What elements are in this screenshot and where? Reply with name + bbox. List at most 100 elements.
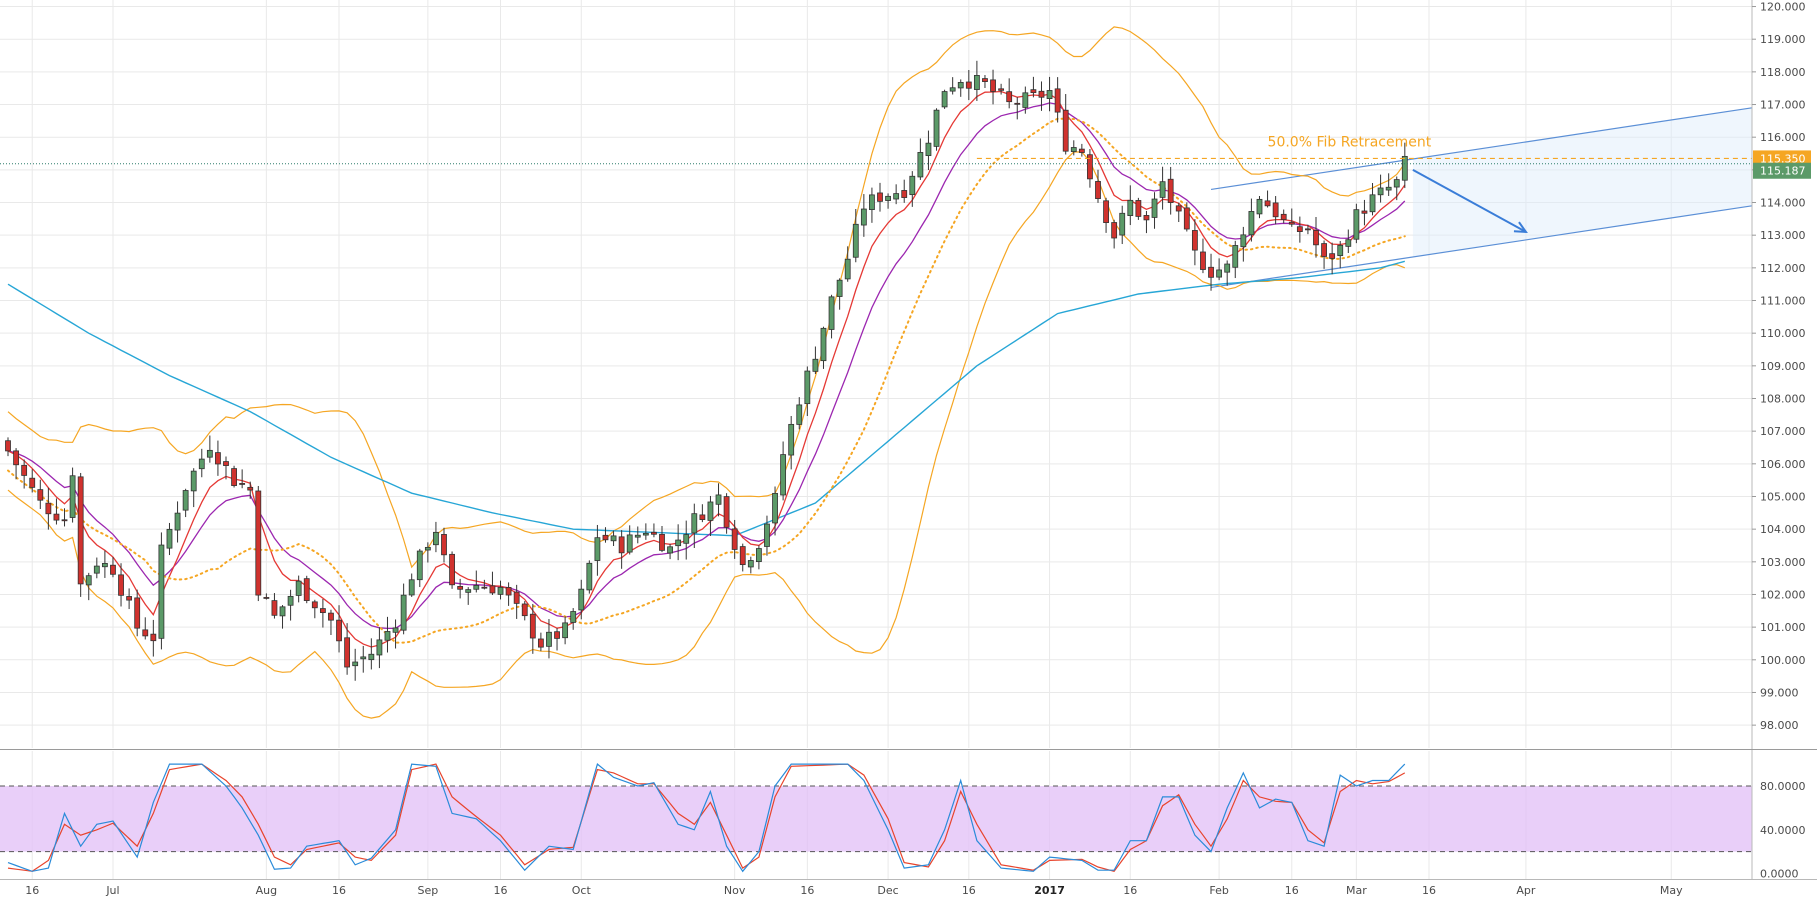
candle-body: [1070, 147, 1077, 152]
candle: [747, 556, 754, 574]
price-tick-label: 105.000: [1760, 490, 1806, 503]
candle-body: [537, 638, 544, 648]
candle: [1224, 260, 1231, 286]
candle: [529, 603, 536, 654]
candle: [1022, 86, 1029, 114]
candle: [1200, 238, 1206, 274]
candle: [869, 187, 875, 223]
candle-body: [578, 588, 585, 611]
candle-body: [77, 476, 84, 585]
price-tick-label: 117.000: [1760, 99, 1806, 112]
candle: [1175, 202, 1182, 223]
candle: [400, 583, 407, 635]
candle-body: [1038, 90, 1045, 98]
candle: [917, 138, 924, 180]
candle: [691, 503, 698, 549]
candle: [602, 527, 609, 543]
candle: [1353, 203, 1360, 244]
candle: [521, 601, 528, 621]
candle: [667, 543, 673, 560]
stochastic-d-line: [7, 763, 1406, 872]
candle: [1393, 176, 1400, 201]
candle: [1329, 242, 1336, 275]
bollinger-bands: [7, 26, 1406, 719]
candle: [497, 580, 504, 600]
candle: [505, 582, 512, 606]
candle: [231, 465, 237, 488]
candle-body: [764, 523, 770, 547]
candle: [37, 479, 44, 510]
candle: [255, 485, 262, 602]
candle-body: [408, 579, 415, 596]
candle: [570, 608, 577, 630]
stochastic-axis[interactable]: 0.0000 40.0000 80.0000: [1760, 780, 1806, 881]
candle-body: [1240, 234, 1247, 248]
candle: [150, 619, 157, 657]
candle: [675, 524, 682, 561]
candle-body: [901, 190, 908, 198]
candle-body: [29, 477, 36, 488]
current-price-tag-label: 115.187: [1760, 165, 1806, 178]
candle-body: [61, 519, 68, 522]
fib-retracement-label: 50.0% Fib Retracement: [1268, 134, 1432, 150]
time-tick-label: 16: [25, 884, 39, 897]
candle: [982, 75, 988, 89]
candle-body: [965, 81, 972, 89]
candle: [1151, 192, 1158, 229]
candle-body: [1159, 181, 1166, 198]
price-axis[interactable]: 98.000 99.000 100.000 101.000 102.000 103.000…: [1752, 1, 1806, 733]
candle-body: [933, 109, 940, 147]
candle-body: [392, 627, 399, 633]
candle: [828, 294, 835, 339]
price-tick-label: 104.000: [1760, 523, 1806, 536]
candle: [860, 194, 867, 237]
stochastic-tick-label: 0.0000: [1760, 868, 1799, 881]
candle-body: [1224, 263, 1231, 273]
candle-body: [788, 423, 795, 456]
candle: [481, 579, 488, 590]
candle: [909, 171, 916, 207]
candle-body: [747, 560, 754, 568]
candle-body: [1385, 186, 1392, 191]
candle-body: [998, 88, 1005, 91]
candle-body: [755, 548, 762, 563]
candle-body: [255, 490, 262, 596]
price-tick-label: 108.000: [1760, 392, 1806, 405]
candle-body: [723, 496, 730, 528]
candle: [118, 563, 124, 607]
candle-body: [707, 501, 714, 521]
candle: [651, 523, 657, 538]
candle-body: [1288, 221, 1295, 225]
candle-body: [739, 546, 746, 566]
candle: [1159, 166, 1166, 210]
candle: [223, 456, 229, 480]
candle-body: [1022, 92, 1029, 108]
candle-body: [1393, 179, 1400, 188]
candle: [473, 570, 480, 593]
candle-body: [1256, 198, 1263, 215]
price-pane[interactable]: [0, 0, 1752, 748]
candle: [715, 483, 722, 517]
candle-body: [1361, 210, 1368, 214]
candle: [683, 520, 690, 560]
time-tick-label: Aug: [256, 884, 277, 897]
candle-body: [869, 194, 875, 210]
candle-body: [433, 531, 439, 546]
price-tags: 115.350 115.187: [1753, 150, 1811, 179]
candle-body: [529, 613, 536, 639]
candle: [764, 515, 770, 556]
candle-body: [239, 483, 246, 485]
candle: [311, 599, 318, 619]
candle: [319, 599, 326, 628]
candle-body: [505, 586, 512, 596]
candle: [93, 557, 100, 579]
time-tick-label: 2017: [1034, 884, 1065, 897]
candle: [1006, 78, 1013, 109]
candle: [206, 435, 213, 463]
candle-body: [1119, 212, 1126, 236]
candle-body: [45, 502, 52, 515]
time-axis[interactable]: 16 Jul Aug 16 Sep 16 Oct Nov 16 Dec 16 2017 16 Feb 16 M…: [25, 884, 1683, 897]
candle-body: [223, 461, 229, 466]
price-tick-label: 118.000: [1760, 66, 1806, 79]
